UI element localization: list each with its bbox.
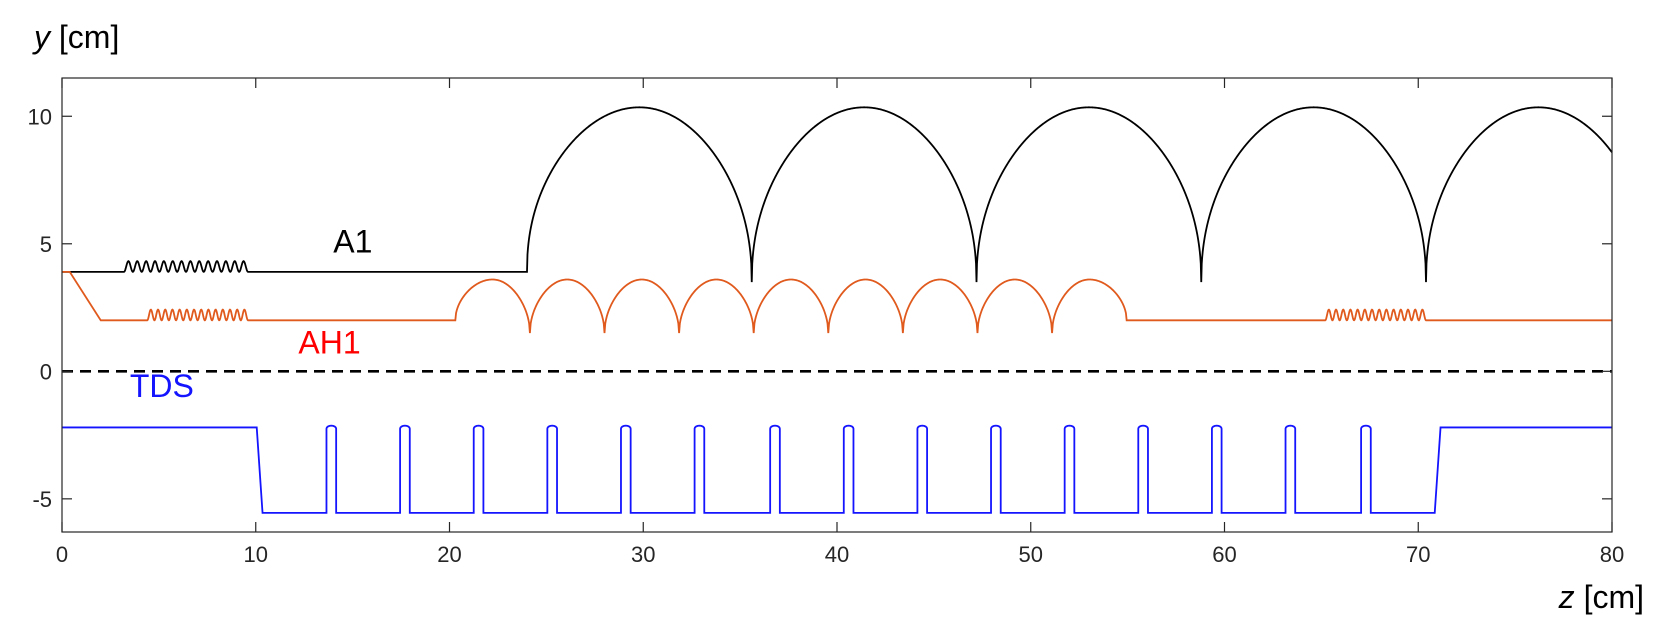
series-line-tds <box>62 424 1612 514</box>
labels: y [cm] z [cm] A1 AH1 TDS <box>32 19 1644 615</box>
series-line-ah1 <box>62 270 1612 334</box>
x-tick-label: 10 <box>244 542 268 567</box>
y-tick-label: 10 <box>28 104 52 129</box>
series-label-tds: TDS <box>130 368 194 404</box>
x-tick-label: 40 <box>825 542 849 567</box>
series-line-a1 <box>62 106 1613 283</box>
x-tick-label: 80 <box>1600 542 1624 567</box>
x-tick-label: 20 <box>437 542 461 567</box>
plot-area <box>62 106 1613 514</box>
axes: 0 10 20 30 40 50 60 70 80 -5 0 5 10 <box>28 77 1624 567</box>
y-tick-label: 5 <box>40 232 52 257</box>
x-tick-label: 0 <box>56 542 68 567</box>
axes-box <box>61 77 1613 533</box>
x-tick-label: 50 <box>1019 542 1043 567</box>
x-tick-label: 60 <box>1212 542 1236 567</box>
x-axis-title: z [cm] <box>1558 579 1644 615</box>
y-axis-title: y [cm] <box>32 19 119 55</box>
y-tick-label: 0 <box>40 359 52 384</box>
series-label-ah1: AH1 <box>298 324 360 360</box>
y-tick-label: -5 <box>32 487 52 512</box>
x-tick-label: 70 <box>1406 542 1430 567</box>
x-tick-label: 30 <box>631 542 655 567</box>
series-label-a1: A1 <box>333 224 372 260</box>
